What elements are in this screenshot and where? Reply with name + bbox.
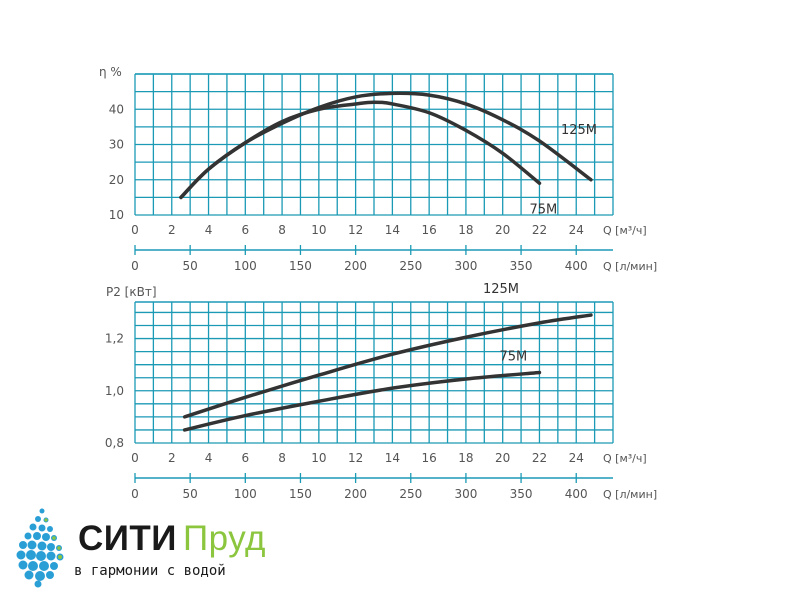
x-tick-label: 10 [311, 451, 326, 465]
x-tick-label: 12 [348, 451, 363, 465]
x-tick-label: 22 [532, 223, 547, 237]
power-curve-label-125m: 125M [483, 282, 519, 297]
power-curve-75m [182, 370, 542, 432]
power-chart-grid [134, 301, 614, 483]
x-tick-label: 12 [348, 223, 363, 237]
y-tick-label: 30 [109, 138, 124, 152]
x-tick-label: 2 [168, 451, 176, 465]
secondary-x-tick-label: 300 [454, 259, 477, 273]
x-tick-label: 22 [532, 451, 547, 465]
secondary-x-tick-label: 300 [454, 487, 477, 501]
secondary-x-tick-label: 400 [565, 487, 588, 501]
secondary-x-tick-label: 200 [344, 259, 367, 273]
secondary-x-tick-label: 250 [399, 487, 422, 501]
y-tick-label: 40 [109, 102, 124, 116]
x-tick-label: 24 [569, 223, 584, 237]
x-tick-label: 6 [241, 451, 249, 465]
power-curve-label-75m: 75M [499, 350, 527, 365]
x-tick-label: 16 [422, 451, 437, 465]
x-tick-label: 14 [385, 451, 400, 465]
y-tick-label: 1,0 [105, 384, 124, 398]
brand-name-part2: Пруд [182, 519, 266, 558]
x-axis-label: Q [м³/ч] [603, 452, 647, 465]
x-tick-label: 0 [131, 223, 139, 237]
x-tick-label: 20 [495, 223, 510, 237]
x-tick-label: 18 [458, 451, 473, 465]
secondary-x-axis-label: Q [л/мин] [603, 260, 657, 273]
efficiency-curve-label-75m: 75M [529, 202, 557, 217]
efficiency-curve-75m [179, 100, 542, 200]
power-curve-125m [182, 313, 593, 419]
y-tick-label: 20 [109, 173, 124, 187]
secondary-x-axis-label: Q [л/мин] [603, 488, 657, 501]
x-tick-label: 8 [278, 223, 286, 237]
y-tick-label: 0,8 [105, 436, 124, 450]
brand-name-part1: СИТИ [78, 519, 177, 558]
secondary-x-tick-label: 350 [510, 487, 533, 501]
secondary-x-tick-label: 150 [289, 487, 312, 501]
x-tick-label: 10 [311, 223, 326, 237]
water-drops-logo-icon [16, 508, 64, 588]
y-tick-label: 1,2 [105, 332, 124, 346]
efficiency-curve-label-125m: 125M [561, 123, 597, 138]
x-tick-label: 16 [422, 223, 437, 237]
x-tick-label: 0 [131, 451, 139, 465]
x-axis-label: Q [м³/ч] [603, 224, 647, 237]
x-tick-label: 24 [569, 451, 584, 465]
company-logo: СИТИ Пруд в гармонии с водой [8, 505, 308, 595]
secondary-x-tick-label: 350 [510, 259, 533, 273]
x-tick-label: 14 [385, 223, 400, 237]
secondary-x-tick-label: 150 [289, 259, 312, 273]
secondary-x-tick-label: 400 [565, 259, 588, 273]
x-tick-label: 2 [168, 223, 176, 237]
x-tick-label: 8 [278, 451, 286, 465]
power-chart: P2 [кВт] 0,81,01,20 2 4 6 8 10 12 14 16 18 20 22 24 Q… [105, 282, 657, 501]
x-tick-label: 4 [205, 451, 213, 465]
secondary-x-tick-label: 0 [131, 487, 139, 501]
x-tick-label: 20 [495, 451, 510, 465]
power-curves [182, 313, 593, 432]
power-y-axis-label: P2 [кВт] [106, 285, 157, 299]
y-tick-label: 10 [109, 208, 124, 222]
efficiency-y-axis-label: η % [99, 65, 122, 79]
secondary-x-tick-label: 0 [131, 259, 139, 273]
secondary-x-tick-label: 100 [234, 487, 257, 501]
x-tick-label: 6 [241, 223, 249, 237]
secondary-x-tick-label: 100 [234, 259, 257, 273]
secondary-x-tick-label: 50 [183, 487, 198, 501]
secondary-x-tick-label: 200 [344, 487, 367, 501]
secondary-x-tick-label: 50 [183, 259, 198, 273]
brand-slogan: в гармонии с водой [74, 563, 226, 579]
x-tick-label: 18 [458, 223, 473, 237]
secondary-x-tick-label: 250 [399, 259, 422, 273]
brand-name: СИТИ Пруд [78, 519, 266, 559]
x-tick-label: 4 [205, 223, 213, 237]
efficiency-curves [179, 91, 593, 200]
